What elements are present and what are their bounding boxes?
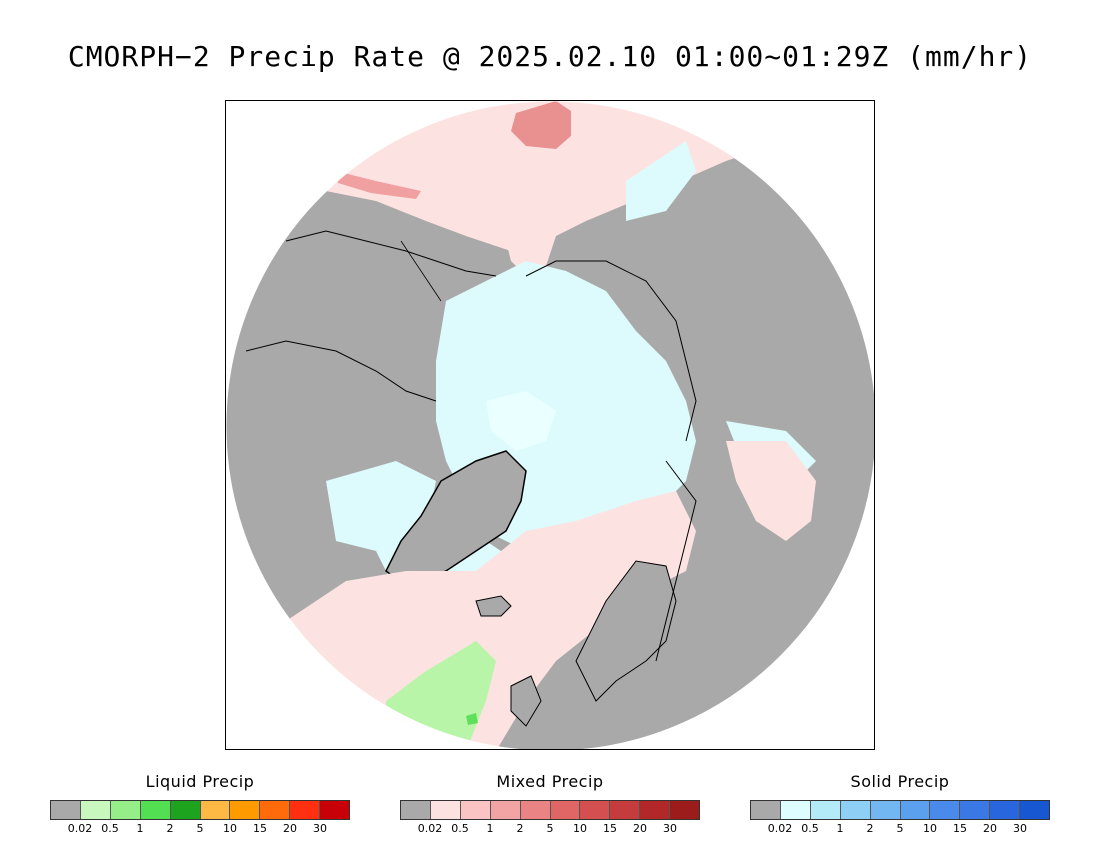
legend-swatch: [230, 801, 261, 819]
legend-swatch: [960, 801, 991, 819]
legend-swatch: [490, 801, 521, 819]
legend-tick-label: 10: [223, 822, 237, 835]
legend-tick-label: 5: [196, 822, 204, 835]
mixed-precip-heavy-aleutian: [336, 171, 421, 199]
hemisphere-disc: [226, 101, 874, 749]
legend-swatch: [610, 801, 641, 819]
legend-swatch: [401, 801, 431, 819]
legend-swatch: [810, 801, 841, 819]
legend-swatches-mixed: [400, 800, 700, 820]
scandinavia: [575, 560, 677, 702]
legend-tick-label: 1: [486, 822, 494, 835]
legend-tick-label: 2: [166, 822, 174, 835]
coastline-alaska: [285, 230, 497, 277]
legend-tick-label: 5: [546, 822, 554, 835]
legend-swatch: [290, 801, 321, 819]
mixed-precip-pacific: [266, 101, 826, 251]
legend-tick-label: 0.02: [67, 822, 93, 835]
legend-tick-label: 0.02: [417, 822, 443, 835]
legend-ticks-solid: 0.02 0.5 1 2 5 10 15 20 30: [750, 820, 1050, 836]
chart-title: CMORPH−2 Precip Rate @ 2025.02.10 01:00~…: [67, 40, 1033, 73]
mixed-precip-atlantic: [286, 491, 696, 749]
legend-tick-label: 0.5: [101, 822, 119, 835]
legend-swatch: [1020, 801, 1050, 819]
legend-tick-label: 2: [866, 822, 874, 835]
legend-tick-label: 10: [573, 822, 587, 835]
legend-swatch: [930, 801, 961, 819]
legend-ticks-mixed: 0.02 0.5 1 2 5 10 15 20 30: [400, 820, 700, 836]
legend-tick-label: 5: [896, 822, 904, 835]
mixed-precip-siberia-right: [726, 441, 816, 541]
legend-mixed: Mixed Precip 0.02 0.5 1 2 5 10 15 20 30: [400, 772, 700, 836]
legend-swatches-solid: [750, 800, 1050, 820]
legend-tick-label: 15: [953, 822, 967, 835]
legend-tick-label: 1: [136, 822, 144, 835]
legend-swatch: [780, 801, 811, 819]
legend-swatch: [460, 801, 491, 819]
legend-tick-label: 20: [633, 822, 647, 835]
legend-swatch: [870, 801, 901, 819]
legend-tick-label: 15: [253, 822, 267, 835]
legend-swatches-liquid: [50, 800, 350, 820]
legend-swatch: [430, 801, 461, 819]
legend-swatch: [840, 801, 871, 819]
legend-tick-label: 0.5: [801, 822, 819, 835]
liquid-precip-heavy: [466, 713, 478, 725]
legend-swatch: [110, 801, 141, 819]
mixed-precip-heavy-pacific: [511, 101, 571, 149]
greenland: [385, 450, 527, 587]
legend-swatch: [140, 801, 171, 819]
british-isles: [510, 675, 542, 727]
legend-title-liquid: Liquid Precip: [145, 772, 255, 791]
coastline-europe: [655, 460, 697, 662]
legend-tick-label: 30: [313, 822, 327, 835]
legend-solid: Solid Precip 0.02 0.5 1 2 5 10 15 20 30: [750, 772, 1050, 836]
coastline-canada: [245, 340, 437, 402]
legend-swatch: [640, 801, 671, 819]
legend-tick-label: 0.5: [451, 822, 469, 835]
legend-tick-label: 15: [603, 822, 617, 835]
legend-tick-label: 2: [516, 822, 524, 835]
legend-title-solid: Solid Precip: [850, 772, 950, 791]
legend-swatch: [200, 801, 231, 819]
legend-swatch: [670, 801, 700, 819]
legend-tick-label: 20: [983, 822, 997, 835]
legend-tick-label: 20: [283, 822, 297, 835]
polar-map: [226, 101, 874, 749]
map-frame: [225, 100, 875, 750]
legend-swatch: [170, 801, 201, 819]
solid-precip-pole: [486, 391, 556, 451]
solid-precip-siberia: [626, 141, 696, 221]
solid-precip-canada: [326, 461, 436, 551]
legend-liquid: Liquid Precip 0.02 0.5 1 2 5 10 15 20 30: [50, 772, 350, 836]
legend-swatch: [580, 801, 611, 819]
us-canada-border: [400, 240, 442, 302]
legend-swatch: [80, 801, 111, 819]
legend-tick-label: 30: [1013, 822, 1027, 835]
iceland: [475, 595, 512, 617]
legend-swatch: [320, 801, 350, 819]
coastline-siberia: [525, 260, 697, 442]
legend-swatch: [51, 801, 81, 819]
legend-swatch: [260, 801, 291, 819]
legend-tick-label: 30: [663, 822, 677, 835]
legend-swatch: [751, 801, 781, 819]
legend-tick-label: 10: [923, 822, 937, 835]
legend-tick-label: 0.02: [767, 822, 793, 835]
legend-tick-label: 1: [836, 822, 844, 835]
legend-title-mixed: Mixed Precip: [496, 772, 604, 791]
legend-swatch: [990, 801, 1021, 819]
legend-swatch: [900, 801, 931, 819]
legend-swatch: [520, 801, 551, 819]
legend-swatch: [550, 801, 581, 819]
legend-ticks-liquid: 0.02 0.5 1 2 5 10 15 20 30: [50, 820, 350, 836]
